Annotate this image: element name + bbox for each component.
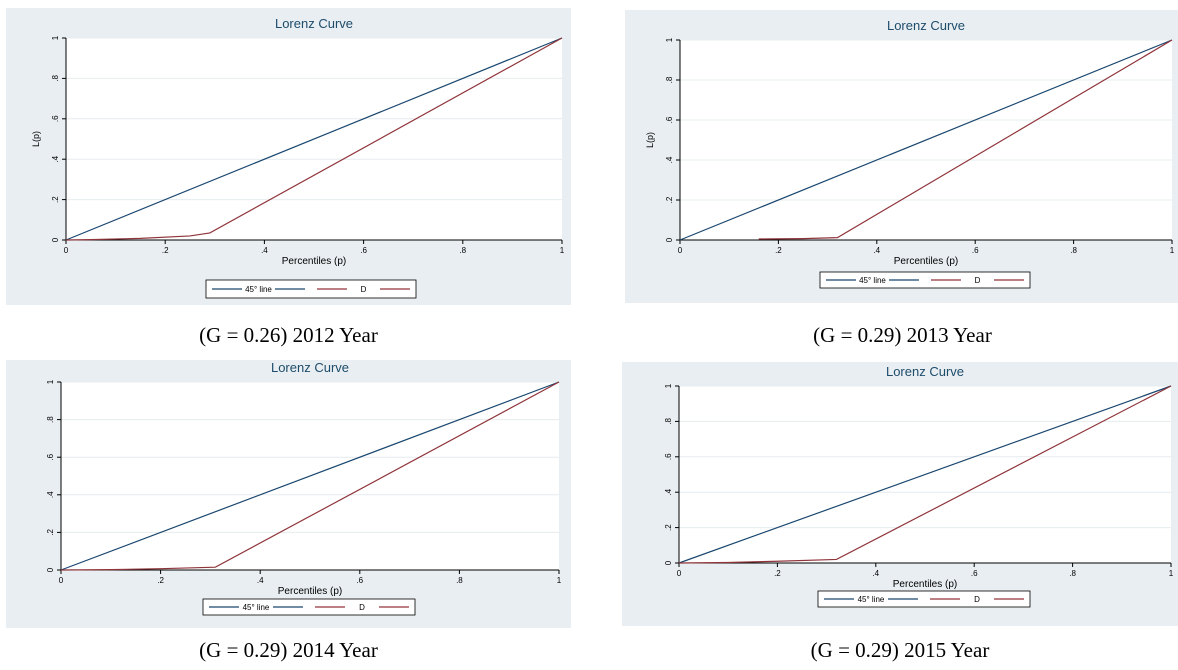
legend-label-45-line-2013: 45° line [859,276,886,285]
series-line-d-2014 [60,381,560,571]
x-tick-label-2015-2: .4 [872,569,879,578]
x-tick-label-2015-4: .8 [1069,569,1076,578]
x-axis-label-2015: Percentiles (p) [893,579,957,590]
y-tick-label-2012-2: .4 [51,155,60,162]
x-tick-label-2015-0: 0 [677,569,682,578]
series-line-d-2012 [65,37,563,241]
x-tick-label-2015-5: 1 [1169,569,1174,578]
y-tick-label-2012-4: .8 [51,75,60,82]
series-line-d-2013 [758,39,1173,240]
x-tick-label-2012-4: .8 [459,246,466,255]
x-axis-label-2012: Percentiles (p) [282,256,346,267]
x-tick-label-2012-3: .6 [360,246,367,255]
legend-label-d-2012: D [361,285,367,294]
series-line-45-line-2014 [60,381,560,571]
y-axis-label-2012: L(p) [31,131,41,147]
legend-label-d-2014: D [359,603,365,612]
y-tick-label-2014-2: .4 [46,491,55,498]
chart-panel-2015: 0 .2 .4 .6 .8 1 0 .2 .4 .6 .8 1 Lorenz Curve Percenti… [622,362,1178,670]
series-line-45-line-2012 [65,37,563,241]
chart-title-2013: Lorenz Curve [887,18,965,33]
x-tick-label-2014-4: .8 [456,576,463,585]
x-tick-label-2013-1: .2 [775,246,782,255]
y-tick-label-2013-2: .4 [665,156,674,163]
legend-label-45-line-2014: 45° line [243,603,270,612]
chart-caption-2014: (G = 0.29) 2014 Year [199,638,378,662]
y-tick-label-2014-3: .6 [46,453,55,460]
chart-caption-2015: (G = 0.29) 2015 Year [810,638,990,662]
chart-title-2014: Lorenz Curve [271,360,349,375]
y-tick-label-2015-3: .6 [664,453,673,460]
y-tick-label-2015-2: .4 [664,488,673,495]
x-tick-label-2015-3: .6 [971,569,978,578]
x-tick-label-2013-5: 1 [1170,246,1175,255]
chart-title-2012: Lorenz Curve [275,16,353,31]
chart-panel-2013: 0 .2 .4 .6 .8 1 0 .2 .4 .6 .8 1 Lorenz Curve Percenti… [625,10,1178,355]
x-tick-label-2013-3: .6 [972,246,979,255]
chart-title-2015: Lorenz Curve [886,364,964,379]
chart-panel-2012: 0 .2 .4 .6 .8 1 0 .2 .4 .6 .8 1 Lorenz Curve Percenti… [6,8,571,355]
chart-caption-2012: (G = 0.26) 2012 Year [199,323,378,347]
legend-label-45-line-2015: 45° line [858,595,885,604]
y-tick-label-2015-5: 1 [664,383,673,388]
x-tick-label-2014-3: .6 [356,576,363,585]
legend-box-2014 [202,598,416,616]
x-tick-label-2012-2: .4 [261,246,268,255]
chart-panel-2014: 0 .2 .4 .6 .8 1 0 .2 .4 .6 .8 1 Lorenz Curve Percenti… [6,360,571,670]
x-tick-label-2013-2: .4 [873,246,880,255]
lorenz-chart-2014: 0 .2 .4 .6 .8 1 0 .2 .4 .6 .8 1 Lorenz Curve Percenti… [6,360,571,628]
legend-box-2013 [819,271,1031,289]
series-line-45-line-2015 [678,385,1172,564]
y-tick-label-2012-3: .6 [51,115,60,122]
x-tick-label-2012-0: 0 [64,246,69,255]
x-tick-label-2013-4: .8 [1070,246,1077,255]
legend-label-d-2015: D [974,595,980,604]
x-tick-label-2014-0: 0 [59,576,64,585]
x-tick-label-2014-5: 1 [557,576,562,585]
x-tick-label-2015-1: .2 [774,569,781,578]
lorenz-chart-2015: 0 .2 .4 .6 .8 1 0 .2 .4 .6 .8 1 Lorenz Curve Percenti… [622,362,1178,626]
y-tick-label-2015-0: 0 [664,560,673,565]
chart-caption-2013: (G = 0.29) 2013 Year [813,323,992,347]
series-line-d-2015 [678,385,1172,564]
y-tick-label-2012-0: 0 [51,237,60,242]
y-tick-label-2015-1: .2 [664,524,673,531]
x-tick-label-2014-2: .4 [257,576,264,585]
y-tick-label-2014-5: 1 [46,379,55,384]
lorenz-chart-2013: 0 .2 .4 .6 .8 1 0 .2 .4 .6 .8 1 Lorenz Curve Percenti… [625,10,1178,303]
x-tick-label-2012-5: 1 [560,246,565,255]
y-tick-label-2015-4: .8 [664,418,673,425]
y-tick-label-2013-0: 0 [665,237,674,242]
x-axis-label-2013: Percentiles (p) [894,256,958,267]
y-tick-label-2014-1: .2 [46,529,55,536]
y-axis-label-2013: L(p) [645,132,655,148]
y-tick-label-2013-3: .6 [665,116,674,123]
y-tick-label-2012-5: 1 [51,35,60,40]
legend-label-45-line-2012: 45° line [245,285,272,294]
y-tick-label-2013-5: 1 [665,37,674,42]
x-tick-label-2012-1: .2 [162,246,169,255]
lorenz-chart-2012: 0 .2 .4 .6 .8 1 0 .2 .4 .6 .8 1 Lorenz Curve Percenti… [6,8,571,305]
series-line-45-line-2013 [679,39,1173,241]
y-tick-label-2012-1: .2 [51,196,60,203]
x-tick-label-2013-0: 0 [678,246,683,255]
y-tick-label-2014-4: .8 [46,416,55,423]
legend-label-d-2013: D [975,276,981,285]
x-axis-label-2014: Percentiles (p) [278,586,342,597]
y-tick-label-2013-1: .2 [665,196,674,203]
x-tick-label-2014-1: .2 [157,576,164,585]
y-tick-label-2014-0: 0 [46,567,55,572]
legend-box-2015 [817,590,1031,608]
legend-box-2012 [205,279,417,299]
y-tick-label-2013-4: .8 [665,76,674,83]
